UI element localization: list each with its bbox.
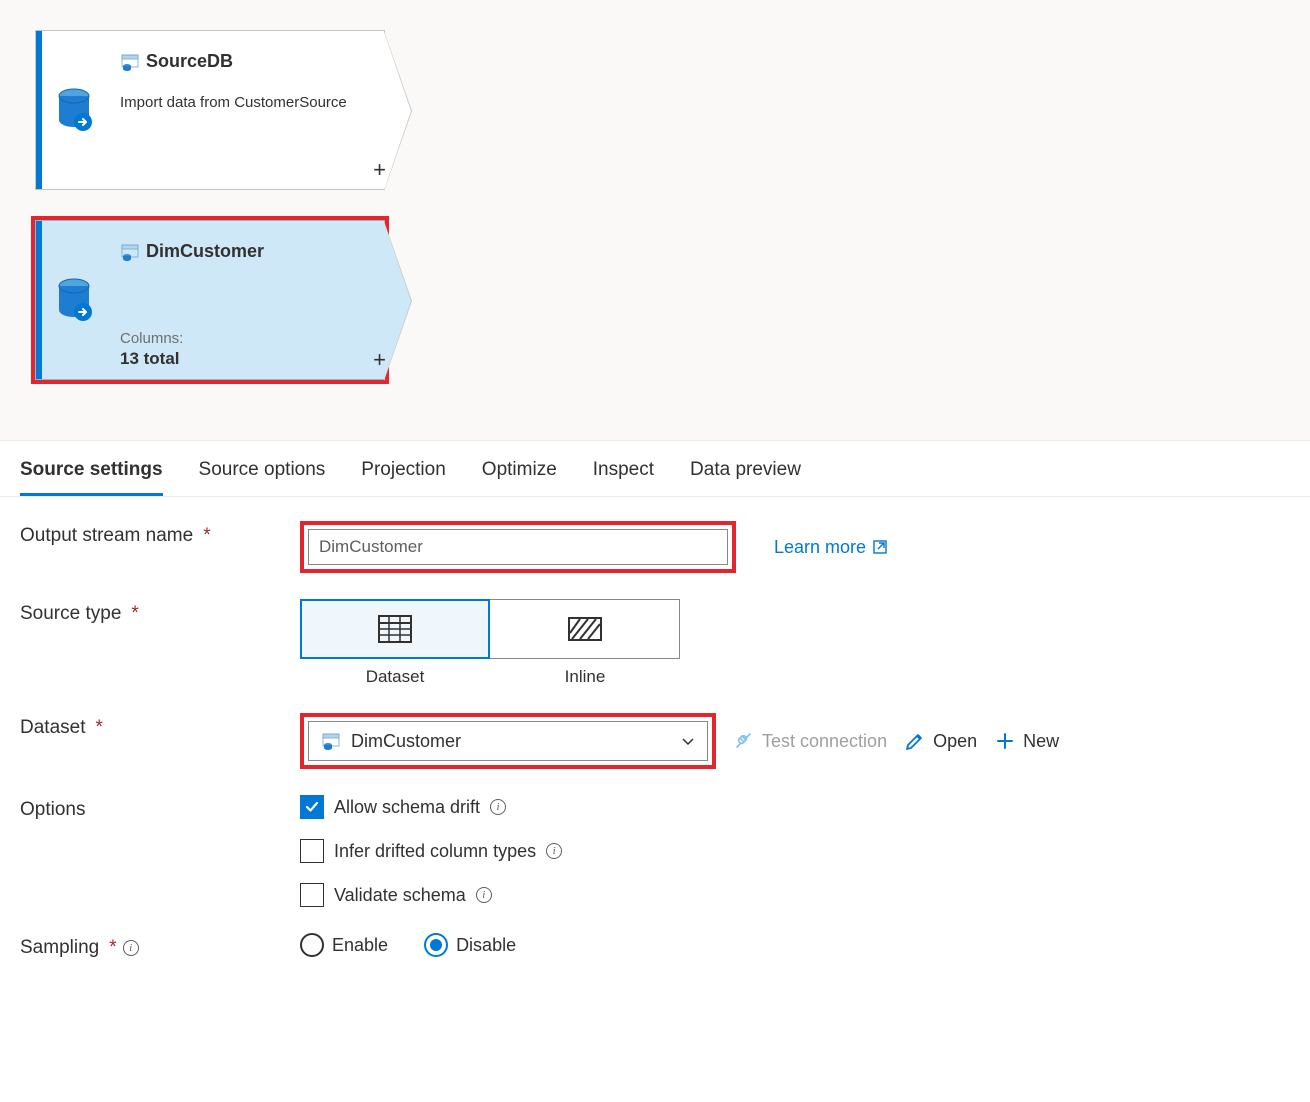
new-text: New	[1023, 731, 1059, 752]
node-title: DimCustomer	[146, 241, 264, 262]
radio-label-enable: Enable	[332, 935, 388, 956]
database-source-icon	[56, 88, 92, 132]
dataset-icon	[120, 242, 140, 262]
option-validate-schema: Validate schema	[334, 885, 466, 906]
option-allow-schema-drift: Allow schema drift	[334, 797, 480, 818]
source-type-inline[interactable]	[490, 599, 680, 659]
node-title: SourceDB	[146, 51, 233, 72]
chevron-down-icon	[681, 734, 695, 748]
label-source-type: Source type	[20, 603, 121, 625]
label-sampling: Sampling	[20, 937, 99, 959]
test-connection-button[interactable]: Test connection	[734, 731, 887, 752]
add-step-button[interactable]: +	[373, 347, 386, 373]
row-dataset: Dataset * DimCustomer	[20, 713, 1290, 769]
label-output-stream: Output stream name	[20, 525, 193, 547]
external-link-icon	[872, 539, 888, 555]
highlight-output-stream	[300, 521, 736, 573]
toggle-label-dataset: Dataset	[300, 667, 490, 687]
check-icon	[304, 799, 320, 815]
node-sidebar	[36, 221, 106, 379]
open-text: Open	[933, 731, 977, 752]
info-icon[interactable]: i	[546, 843, 562, 859]
plus-icon	[995, 731, 1015, 751]
node-sidebar	[36, 31, 106, 189]
label-options: Options	[20, 799, 85, 821]
label-dataset: Dataset	[20, 717, 85, 739]
source-type-toggle	[300, 599, 1290, 659]
node-columns-label: Columns:	[120, 330, 370, 347]
dataset-icon	[321, 731, 341, 751]
node-body: DimCustomer Columns: 13 total	[106, 221, 384, 379]
flow-node-sourcedb[interactable]: SourceDB Import data from CustomerSource…	[35, 30, 385, 190]
node-columns-count: 13 total	[120, 349, 370, 369]
tab-projection[interactable]: Projection	[361, 459, 446, 496]
checkbox-infer-drifted[interactable]	[300, 839, 324, 863]
row-options: Options Allow schema drift i Infer drift…	[20, 795, 1290, 907]
required-marker: *	[95, 717, 102, 739]
data-flow-canvas: SourceDB Import data from CustomerSource…	[0, 0, 1310, 441]
required-marker: *	[131, 603, 138, 625]
option-infer-drifted: Infer drifted column types	[334, 841, 536, 862]
add-step-button[interactable]: +	[373, 157, 386, 183]
dataset-icon	[120, 52, 140, 72]
checkbox-allow-schema-drift[interactable]	[300, 795, 324, 819]
row-source-type: Source type *	[20, 599, 1290, 687]
row-sampling: Sampling * i Enable Disable	[20, 933, 1290, 959]
source-settings-form: Output stream name * Learn more Source t…	[0, 497, 1310, 989]
radio-sampling-disable[interactable]	[424, 933, 448, 957]
info-icon[interactable]: i	[476, 887, 492, 903]
toggle-label-inline: Inline	[490, 667, 680, 687]
learn-more-link[interactable]: Learn more	[774, 537, 888, 558]
tab-optimize[interactable]: Optimize	[482, 459, 557, 496]
required-marker: *	[109, 937, 116, 959]
inline-icon	[568, 617, 602, 641]
info-icon[interactable]: i	[490, 799, 506, 815]
tab-inspect[interactable]: Inspect	[593, 459, 654, 496]
dataset-dropdown[interactable]: DimCustomer	[308, 721, 708, 761]
node-arrow	[384, 221, 412, 381]
row-output-stream: Output stream name * Learn more	[20, 521, 1290, 573]
pencil-icon	[905, 731, 925, 751]
open-dataset-button[interactable]: Open	[905, 731, 977, 752]
tab-source-options[interactable]: Source options	[199, 459, 326, 496]
node-description: Import data from CustomerSource	[120, 92, 370, 113]
new-dataset-button[interactable]: New	[995, 731, 1059, 752]
info-icon[interactable]: i	[123, 940, 139, 956]
learn-more-text: Learn more	[774, 537, 866, 558]
source-type-dataset[interactable]	[300, 599, 490, 659]
radio-sampling-enable[interactable]	[300, 933, 324, 957]
table-icon	[378, 615, 412, 643]
tab-source-settings[interactable]: Source settings	[20, 459, 163, 496]
settings-tabs: Source settings Source options Projectio…	[0, 441, 1310, 497]
radio-label-disable: Disable	[456, 935, 516, 956]
flow-node-dimcustomer[interactable]: DimCustomer Columns: 13 total +	[35, 220, 385, 380]
checkbox-validate-schema[interactable]	[300, 883, 324, 907]
database-source-icon	[56, 278, 92, 322]
plug-icon	[734, 731, 754, 751]
test-connection-text: Test connection	[762, 731, 887, 752]
highlight-dataset: DimCustomer	[300, 713, 716, 769]
node-body: SourceDB Import data from CustomerSource	[106, 31, 384, 189]
output-stream-input[interactable]	[308, 529, 728, 565]
node-arrow	[384, 31, 412, 191]
dataset-value: DimCustomer	[351, 731, 671, 752]
required-marker: *	[203, 525, 210, 547]
tab-data-preview[interactable]: Data preview	[690, 459, 801, 496]
